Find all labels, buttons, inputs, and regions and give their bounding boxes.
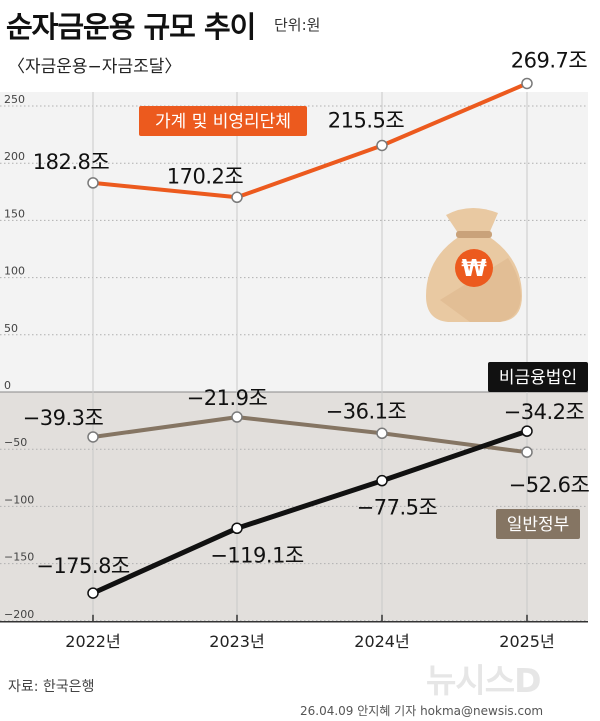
x-tick-label: 2022년 bbox=[65, 632, 120, 651]
data-point-nonfinancial bbox=[231, 522, 243, 535]
y-tick-label: −50 bbox=[4, 436, 27, 449]
source-note: 자료: 한국은행 bbox=[8, 679, 95, 695]
data-label-nonfinancial: −34.2조 bbox=[504, 400, 585, 424]
y-tick-label: 50 bbox=[4, 322, 18, 335]
data-label-household: 170.2조 bbox=[167, 164, 244, 188]
legend-household: 가계 및 비영리단체 bbox=[155, 112, 291, 132]
data-label-nonfinancial: −175.8조 bbox=[36, 554, 130, 578]
data-point-household bbox=[521, 77, 533, 90]
y-tick-label: −200 bbox=[4, 608, 34, 621]
data-label-nonfinancial: −77.5조 bbox=[357, 496, 438, 520]
legend-government-box bbox=[496, 509, 580, 539]
data-point-government bbox=[231, 411, 243, 423]
data-label-household: 182.8조 bbox=[33, 150, 110, 174]
data-point-household bbox=[376, 139, 388, 152]
positive-band bbox=[0, 92, 588, 392]
x-tick-label: 2023년 bbox=[209, 632, 264, 651]
chart-title: 순자금운용 규모 추이 bbox=[6, 10, 256, 44]
negative-band bbox=[0, 392, 588, 621]
data-point-nonfinancial bbox=[87, 587, 99, 599]
y-tick-label: 200 bbox=[4, 150, 25, 163]
data-label-government: −39.3조 bbox=[23, 406, 104, 430]
data-point-government bbox=[87, 431, 99, 443]
y-tick-label: −150 bbox=[4, 551, 34, 564]
x-tick-label: 2025년 bbox=[499, 632, 554, 651]
y-tick-label: 150 bbox=[4, 207, 25, 220]
data-point-household bbox=[231, 191, 243, 204]
series-line-government bbox=[91, 415, 529, 455]
chart-subtitle: 〈자금운용−자금조달〉 bbox=[8, 57, 182, 77]
newsis-logo: 뉴시스D bbox=[426, 661, 541, 700]
unit-label: 단위:원 bbox=[274, 16, 321, 34]
y-tick-label: −100 bbox=[4, 493, 34, 506]
legend-nonfinancial: 비금융법인 bbox=[499, 368, 577, 388]
y-tick-label: 250 bbox=[4, 93, 25, 106]
legend-household-box bbox=[139, 106, 307, 136]
data-label-household: 269.7조 bbox=[511, 48, 588, 72]
data-label-government: −21.9조 bbox=[187, 386, 268, 410]
won-money-bag-icon: ₩ bbox=[426, 207, 522, 322]
data-label-government: −36.1조 bbox=[326, 399, 407, 423]
series-line-nonfinancial bbox=[90, 428, 530, 596]
data-label-nonfinancial: −119.1조 bbox=[210, 543, 304, 567]
credit-line: 26.04.09 안지혜 기자 hokma@newsis.com bbox=[300, 704, 544, 718]
legend-nonfinancial-box bbox=[488, 362, 588, 392]
series-line-household bbox=[91, 81, 529, 200]
data-point-government bbox=[521, 446, 533, 458]
data-label-household: 215.5조 bbox=[328, 108, 405, 132]
x-tick-label: 2024년 bbox=[354, 632, 409, 651]
data-point-household bbox=[87, 177, 99, 189]
data-point-nonfinancial bbox=[376, 474, 388, 487]
data-point-government bbox=[376, 427, 388, 440]
data-label-government: −52.6조 bbox=[509, 473, 590, 497]
y-tick-label: 100 bbox=[4, 265, 25, 278]
y-tick-label: 0 bbox=[4, 379, 11, 392]
svg-text:₩: ₩ bbox=[461, 256, 487, 282]
legend-government: 일반정부 bbox=[507, 515, 570, 535]
data-point-nonfinancial bbox=[521, 425, 533, 437]
